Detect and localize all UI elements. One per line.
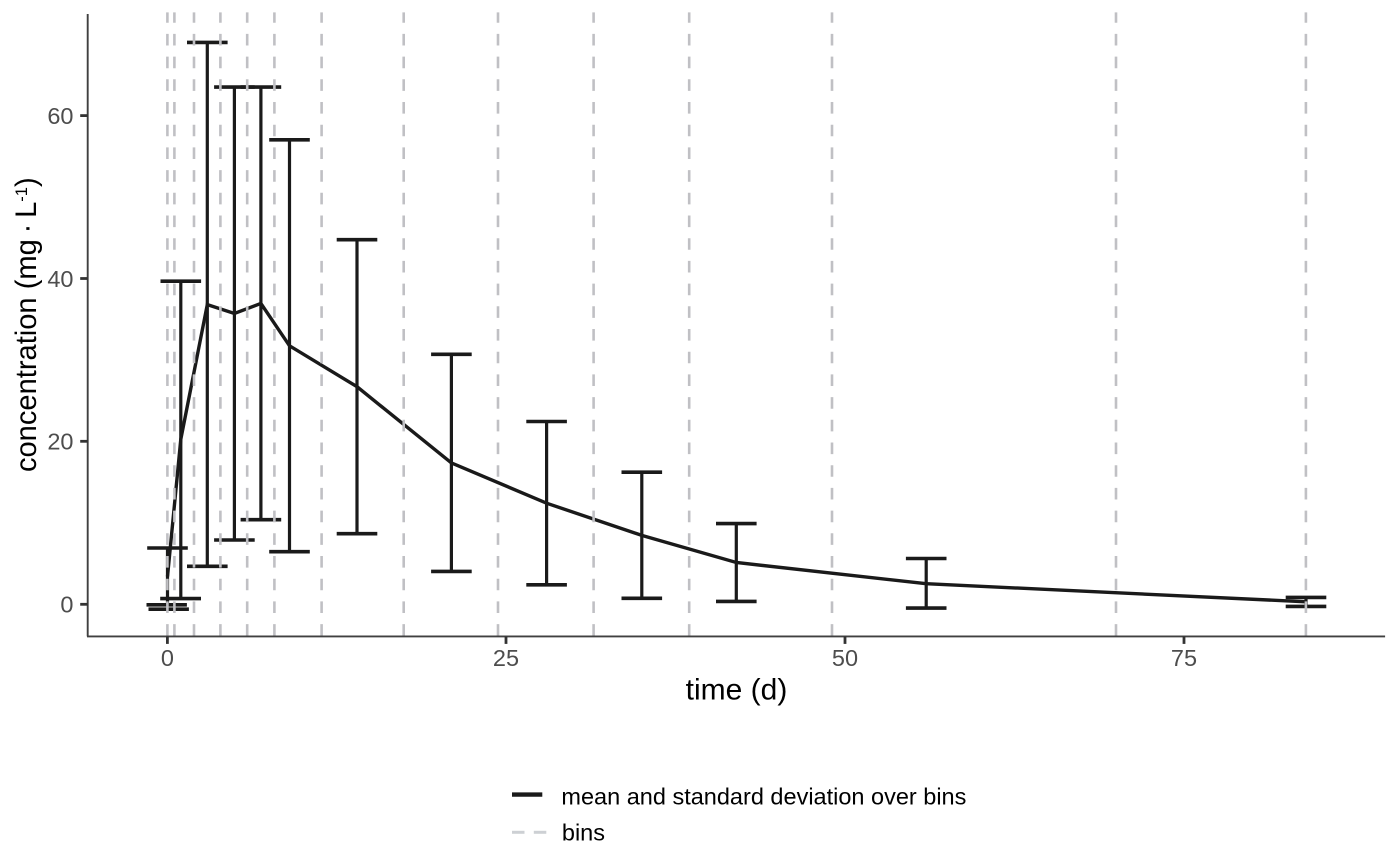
svg-text:60: 60: [47, 103, 73, 129]
svg-text:50: 50: [832, 645, 858, 671]
svg-text:20: 20: [47, 429, 73, 455]
svg-text:25: 25: [493, 645, 519, 671]
svg-text:0: 0: [161, 645, 174, 671]
svg-text:concentration (mg · L-1): concentration (mg · L-1): [10, 177, 43, 472]
svg-text:bins: bins: [562, 820, 605, 846]
svg-text:75: 75: [1171, 645, 1197, 671]
svg-text:40: 40: [47, 266, 73, 292]
svg-text:0: 0: [60, 592, 73, 618]
svg-text:mean and standard deviation ov: mean and standard deviation over bins: [561, 784, 966, 810]
svg-text:time (d): time (d): [686, 674, 788, 707]
